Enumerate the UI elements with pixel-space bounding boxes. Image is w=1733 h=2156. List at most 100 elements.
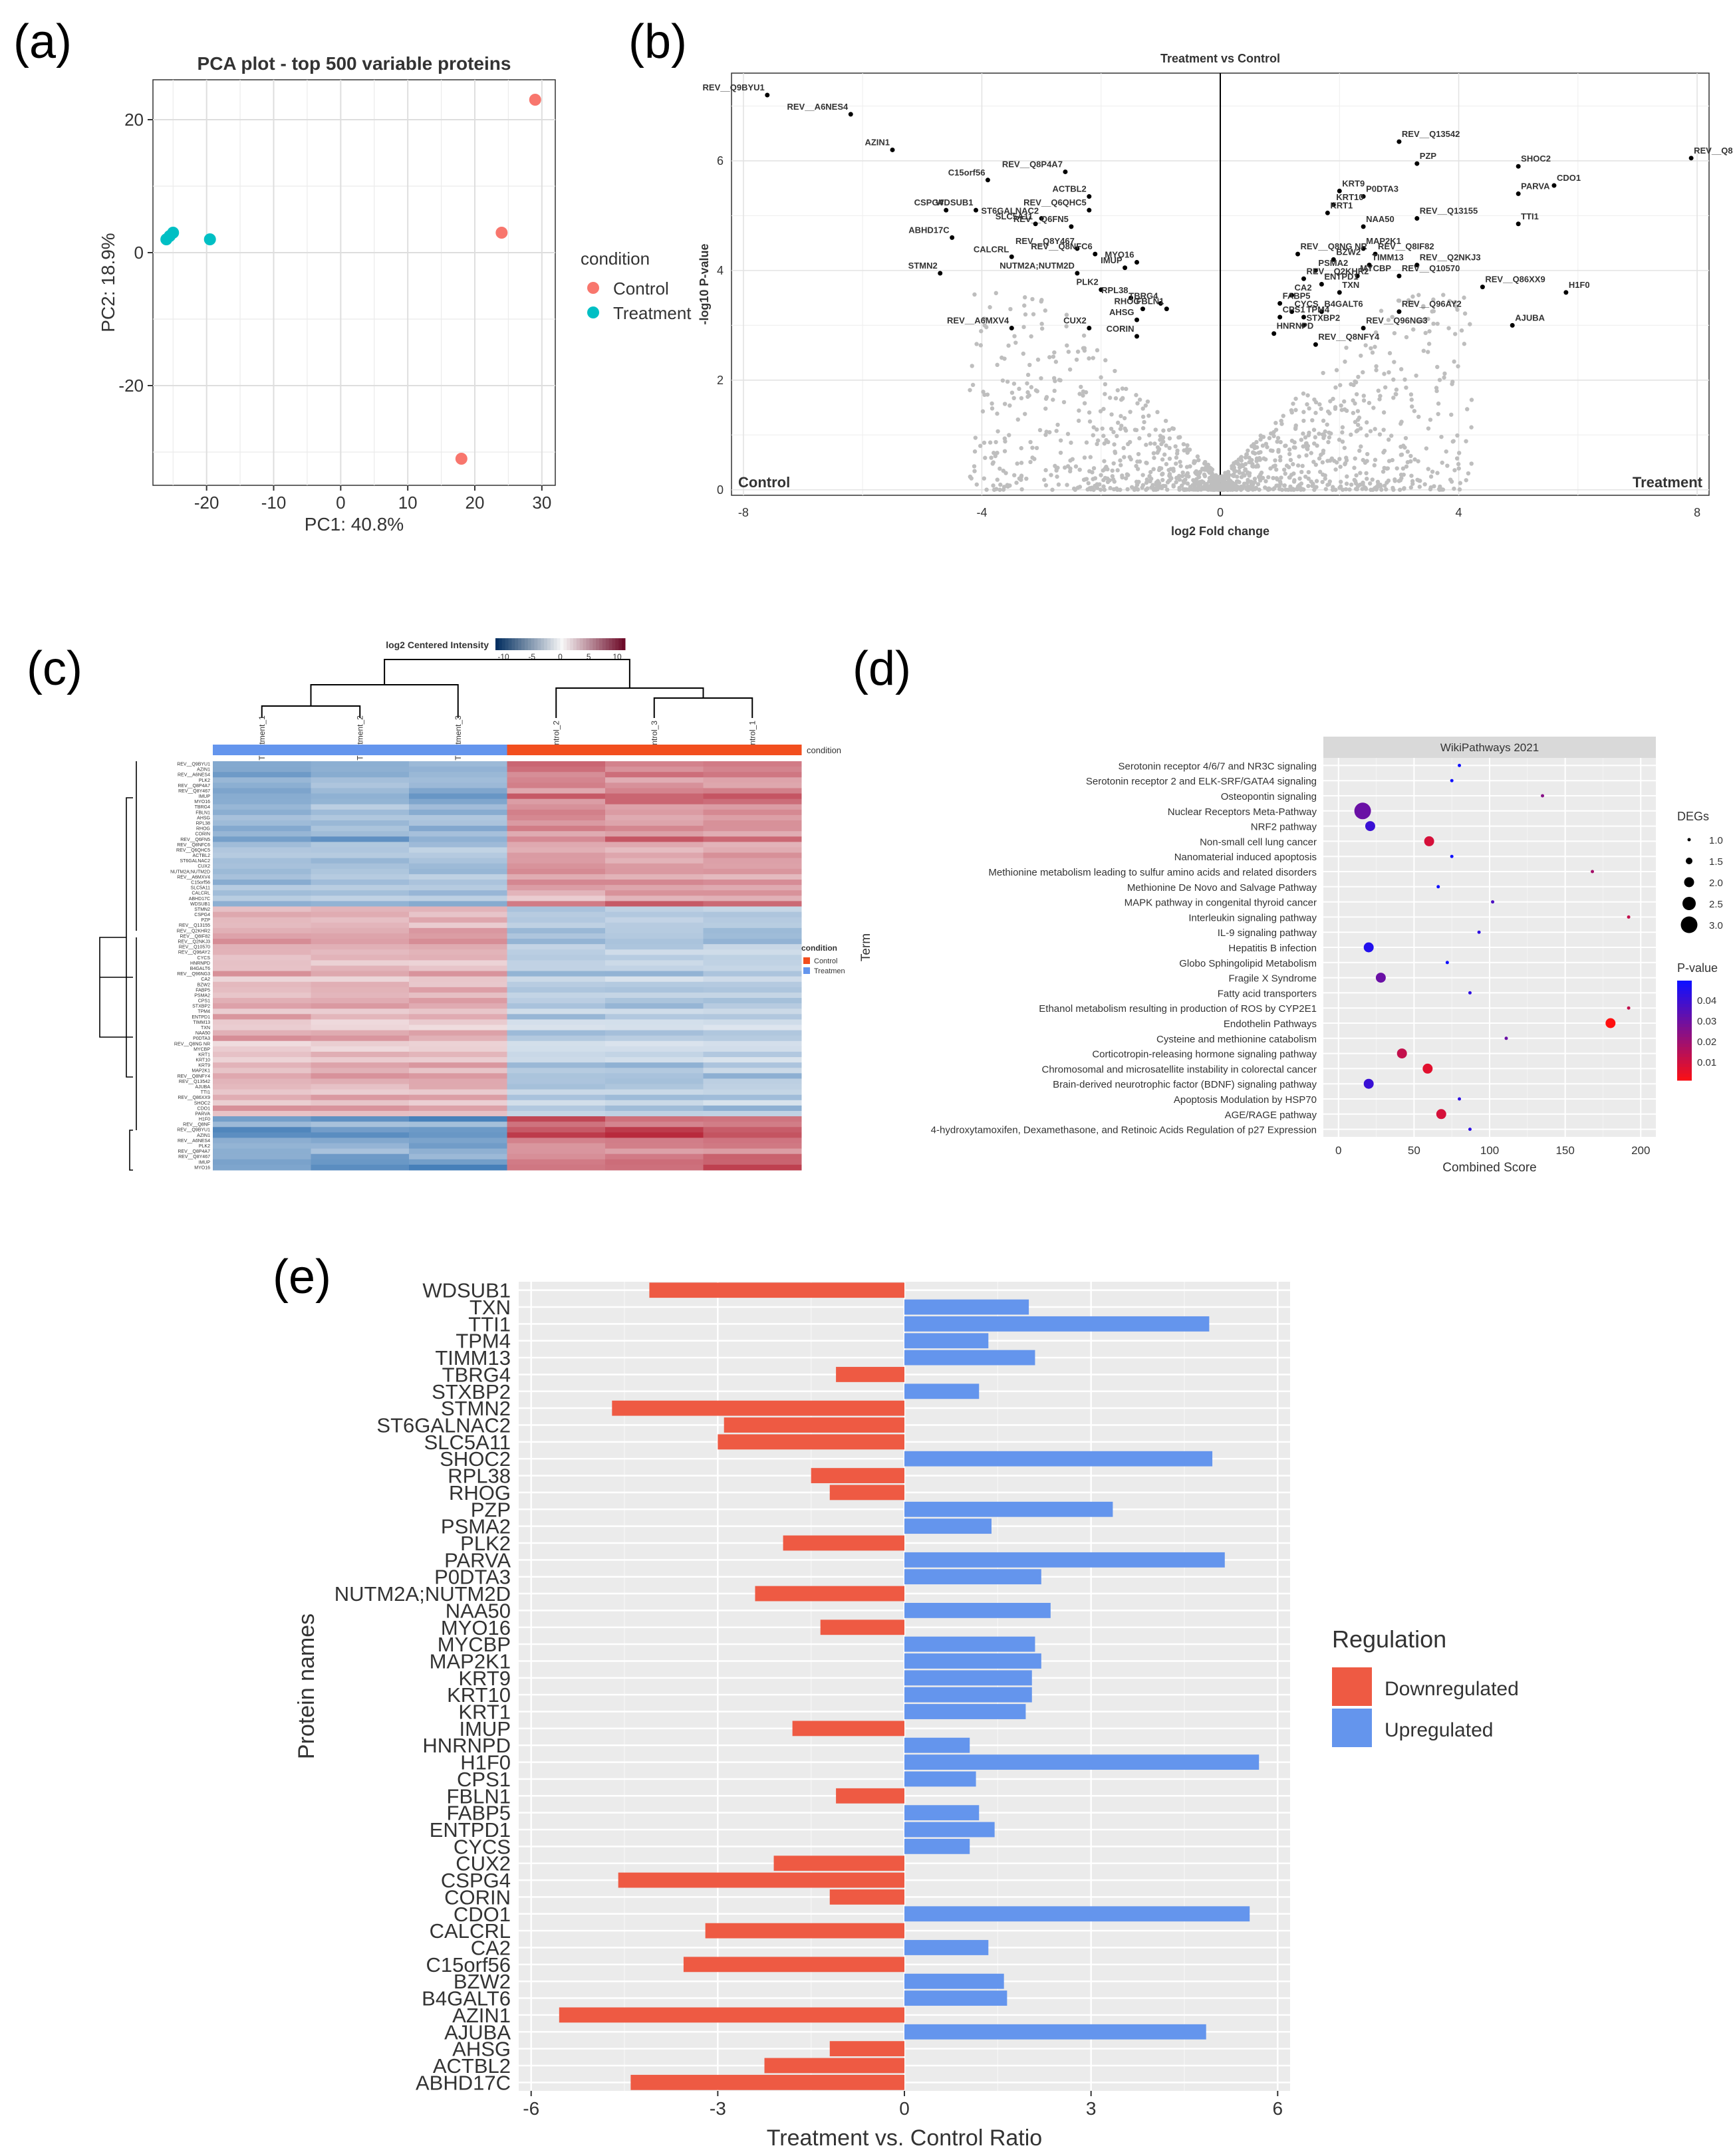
bar-category-label: RPL38 <box>448 1465 511 1488</box>
heatmap-cell <box>703 852 802 859</box>
pca-xtick-label: 10 <box>398 493 418 513</box>
enrich-color-legend-swatch <box>1677 1007 1692 1011</box>
volcano-sig-point <box>1688 156 1694 161</box>
volcano-grey-point <box>1065 431 1071 436</box>
bar-category-label: PARVA <box>444 1548 511 1572</box>
bar-category-label: CPS1 <box>457 1768 511 1791</box>
volcano-grey-point <box>1053 360 1059 364</box>
heatmap-cell <box>213 885 311 891</box>
volcano-grey-point <box>1163 418 1168 423</box>
volcano-grey-point <box>1135 401 1140 406</box>
heatmap-legend-swatch <box>593 638 597 650</box>
enrich-xtick-label: 0 <box>1335 1144 1341 1157</box>
heatmap-cell <box>311 1009 410 1015</box>
volcano-grey-point <box>1077 485 1083 489</box>
volcano-grey-point <box>1402 377 1407 382</box>
volcano-grey-point <box>1349 432 1353 437</box>
volcano-grey-point <box>1289 408 1294 413</box>
volcano-point-label: WDSUB1 <box>936 197 973 207</box>
volcano-grey-point <box>1019 396 1024 401</box>
enrich-color-legend-swatch <box>1677 1017 1692 1021</box>
volcano-grey-point <box>1376 388 1381 393</box>
volcano-grey-point <box>1195 454 1200 459</box>
heatmap-cell <box>409 863 507 870</box>
volcano-grey-point <box>1435 364 1440 370</box>
volcano-grey-point <box>1462 295 1466 300</box>
volcano-point-label: CALCRL <box>974 244 1009 254</box>
volcano-grey-point <box>1458 481 1463 485</box>
heatmap-cell <box>213 896 311 901</box>
volcano-grey-point <box>1417 485 1422 489</box>
volcano-grey-point <box>1330 487 1335 492</box>
heatmap-cell <box>409 809 507 816</box>
bar-category-label: CA2 <box>471 1936 511 1959</box>
heatmap-cell <box>605 1051 704 1058</box>
volcano-grey-point <box>1250 461 1255 467</box>
panel-label-a: (a) <box>13 15 72 68</box>
pca-point-control <box>455 453 467 465</box>
heatmap-row-label: KRT10 <box>196 1058 210 1063</box>
heatmap-cell <box>409 1062 507 1068</box>
heatmap-cell <box>311 976 410 983</box>
heatmap-cell <box>311 1068 410 1074</box>
heatmap-cell <box>703 1148 802 1155</box>
heatmap-cell <box>507 782 606 788</box>
volcano-grey-point <box>981 390 986 394</box>
heatmap-cell <box>703 1143 802 1149</box>
bar-y-axis-label: Protein names <box>294 1614 319 1759</box>
heatmap-cell <box>311 1105 410 1112</box>
volcano-grey-point <box>988 304 992 310</box>
heatmap-cell <box>605 809 704 816</box>
volcano-grey-point <box>1043 396 1049 401</box>
volcano-grey-point <box>1113 368 1117 374</box>
heatmap-cell <box>605 1035 704 1042</box>
volcano-grey-point <box>1063 465 1067 470</box>
volcano-grey-point <box>1387 459 1392 463</box>
heatmap-cell <box>605 1040 704 1047</box>
heatmap-row-label: REV__Q8P4A7 <box>178 784 210 788</box>
volcano-point-label: REV__Q2KHR2 <box>1306 266 1369 276</box>
volcano-grey-point <box>1052 350 1057 355</box>
volcano-grey-point <box>1226 485 1231 489</box>
volcano-grey-point <box>1113 449 1117 454</box>
volcano-grey-point <box>1353 419 1358 424</box>
volcano-grey-point <box>1465 407 1470 412</box>
enrich-size-legend-key <box>1680 916 1698 933</box>
volcano-grey-point <box>1258 478 1263 483</box>
heatmap-legend-swatch <box>501 638 506 650</box>
volcano-sig-point <box>1134 260 1140 265</box>
heatmap-cell <box>311 782 410 788</box>
volcano-grey-point <box>1136 479 1141 485</box>
enrich-color-legend-swatch <box>1677 1044 1692 1048</box>
volcano-grey-point <box>1222 477 1227 482</box>
heatmap-cell <box>213 933 311 939</box>
heatmap-cell <box>605 1030 704 1036</box>
heatmap-cell <box>311 852 410 859</box>
heatmap-cell <box>213 1019 311 1026</box>
volcano-point-label: FABP5 <box>1283 291 1311 300</box>
volcano-grey-point <box>1108 485 1113 491</box>
volcano-grey-point <box>1251 442 1256 447</box>
bar-xtick-label: -3 <box>710 2098 726 2119</box>
volcano-point-label: PSMA2 <box>1318 258 1348 268</box>
volcano-grey-point <box>1185 473 1190 477</box>
volcano-grey-point <box>1030 297 1035 302</box>
volcano-grey-point <box>1304 453 1309 458</box>
heatmap-cell <box>213 1024 311 1031</box>
volcano-grey-point <box>1337 437 1342 442</box>
heatmap-cell <box>507 1143 606 1149</box>
heatmap-cell <box>605 847 704 854</box>
volcano-sig-point <box>1516 164 1521 169</box>
heatmap-cell <box>311 842 410 848</box>
volcano-grey-point <box>1148 441 1153 446</box>
heatmap-cell <box>409 852 507 859</box>
bar-down <box>559 2007 904 2023</box>
volcano-grey-point <box>1273 420 1278 425</box>
volcano-grey-point <box>1394 392 1399 397</box>
enrich-term-label: IL-9 signaling pathway <box>1218 927 1317 939</box>
heatmap-cell <box>409 939 507 945</box>
volcano-grey-point <box>1102 459 1107 463</box>
heatmap-cell <box>213 1003 311 1009</box>
heatmap-cell <box>703 880 802 886</box>
heatmap-cell <box>213 847 311 854</box>
